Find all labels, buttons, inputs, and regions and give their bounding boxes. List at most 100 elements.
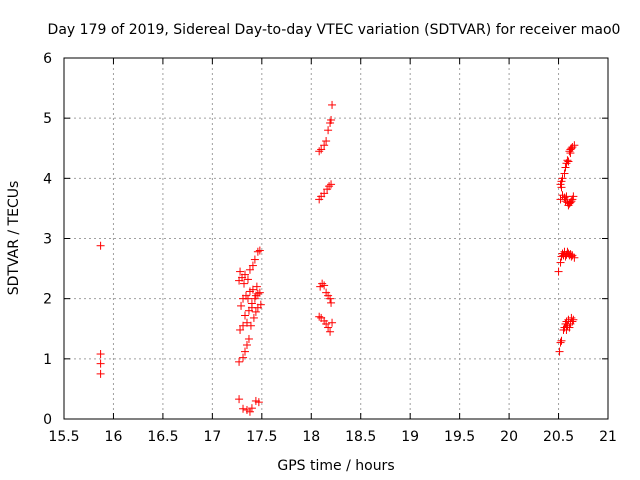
data-point: [324, 126, 333, 135]
data-point: [256, 300, 265, 309]
data-point: [562, 317, 571, 326]
data-point: [241, 347, 250, 356]
x-tick-label: 21: [599, 429, 617, 445]
x-axis-label: GPS time / hours: [277, 458, 394, 474]
data-point: [557, 336, 566, 345]
data-point: [554, 267, 563, 276]
data-point: [250, 255, 259, 264]
grid-lines: [64, 58, 608, 419]
data-point: [555, 347, 564, 356]
x-tick-label: 17: [203, 429, 221, 445]
data-point: [567, 197, 576, 206]
data-point: [327, 115, 336, 124]
data-point: [320, 189, 329, 198]
data-point: [566, 149, 575, 158]
data-point: [320, 281, 329, 290]
data-point: [324, 323, 333, 332]
data-point: [315, 312, 324, 321]
data-point: [562, 192, 571, 201]
data-point: [96, 359, 105, 368]
y-tick-label: 0: [43, 412, 52, 428]
data-point: [240, 279, 249, 288]
data-point: [561, 163, 570, 172]
data-point: [254, 398, 263, 407]
data-point: [315, 147, 324, 156]
data-point: [241, 270, 250, 279]
data-point: [556, 338, 565, 347]
data-point: [253, 289, 262, 298]
data-point: [560, 169, 569, 178]
data-point: [328, 318, 337, 327]
x-tick-label: 16: [105, 429, 123, 445]
chart-title: Day 179 of 2019, Sidereal Day-to-day VTE…: [48, 22, 621, 38]
data-point: [235, 357, 244, 366]
data-point: [322, 319, 331, 328]
data-point: [247, 404, 256, 413]
y-tick-label: 5: [43, 111, 52, 127]
data-point: [558, 174, 567, 183]
data-point: [239, 404, 248, 413]
data-points: [96, 100, 579, 416]
y-tick-label: 6: [43, 51, 52, 67]
data-point: [243, 294, 252, 303]
y-tick-label: 3: [43, 232, 52, 248]
data-point: [251, 307, 260, 316]
data-point: [242, 340, 251, 349]
data-point: [322, 137, 331, 146]
data-point: [565, 323, 574, 332]
data-point: [251, 291, 260, 300]
x-tick-label: 19.5: [444, 429, 475, 445]
y-tick-label: 1: [43, 352, 52, 368]
data-point: [247, 303, 256, 312]
data-point: [328, 100, 337, 109]
data-point: [556, 258, 565, 267]
data-point: [326, 294, 335, 303]
data-point: [245, 265, 254, 274]
data-point: [567, 313, 576, 322]
y-tick-label: 2: [43, 292, 52, 308]
data-point: [320, 141, 329, 150]
data-point: [253, 247, 262, 256]
x-tick-label: 18.5: [345, 429, 376, 445]
data-point: [326, 327, 335, 336]
data-point: [570, 253, 579, 262]
x-tick-label: 20.5: [543, 429, 574, 445]
data-point: [241, 311, 250, 320]
x-axis: 15.5 16 16.5 17 17.5 18 18.5 19 19.5 20 20.5 21: [48, 58, 617, 445]
data-point: [560, 193, 569, 202]
y-axis: 0 1 2 3 4 5 6: [43, 51, 608, 428]
data-point: [96, 350, 105, 359]
data-point: [246, 321, 255, 330]
data-point: [243, 275, 252, 284]
data-point: [249, 313, 258, 322]
data-point: [237, 301, 246, 310]
data-point: [239, 353, 248, 362]
data-point: [236, 267, 245, 276]
data-point: [569, 192, 578, 201]
data-point: [557, 183, 566, 192]
data-point: [255, 246, 264, 255]
data-point: [569, 315, 578, 324]
data-point: [568, 143, 577, 152]
x-tick-label: 18: [302, 429, 320, 445]
data-point: [570, 141, 579, 150]
data-point: [556, 195, 565, 204]
data-point: [235, 395, 244, 404]
x-tick-label: 15.5: [48, 429, 79, 445]
data-point: [563, 156, 572, 165]
x-tick-label: 19: [401, 429, 419, 445]
data-point: [318, 279, 327, 288]
data-point: [564, 157, 573, 166]
x-tick-label: 17.5: [246, 429, 277, 445]
y-axis-label: SDTVAR / TECUs: [6, 181, 22, 296]
data-point: [96, 241, 105, 250]
data-point: [248, 261, 257, 270]
data-point: [252, 282, 261, 291]
data-point: [245, 407, 254, 416]
data-point: [96, 369, 105, 378]
data-point: [236, 325, 245, 334]
y-tick-label: 4: [43, 171, 52, 187]
data-point: [327, 298, 336, 307]
x-tick-label: 20: [500, 429, 518, 445]
